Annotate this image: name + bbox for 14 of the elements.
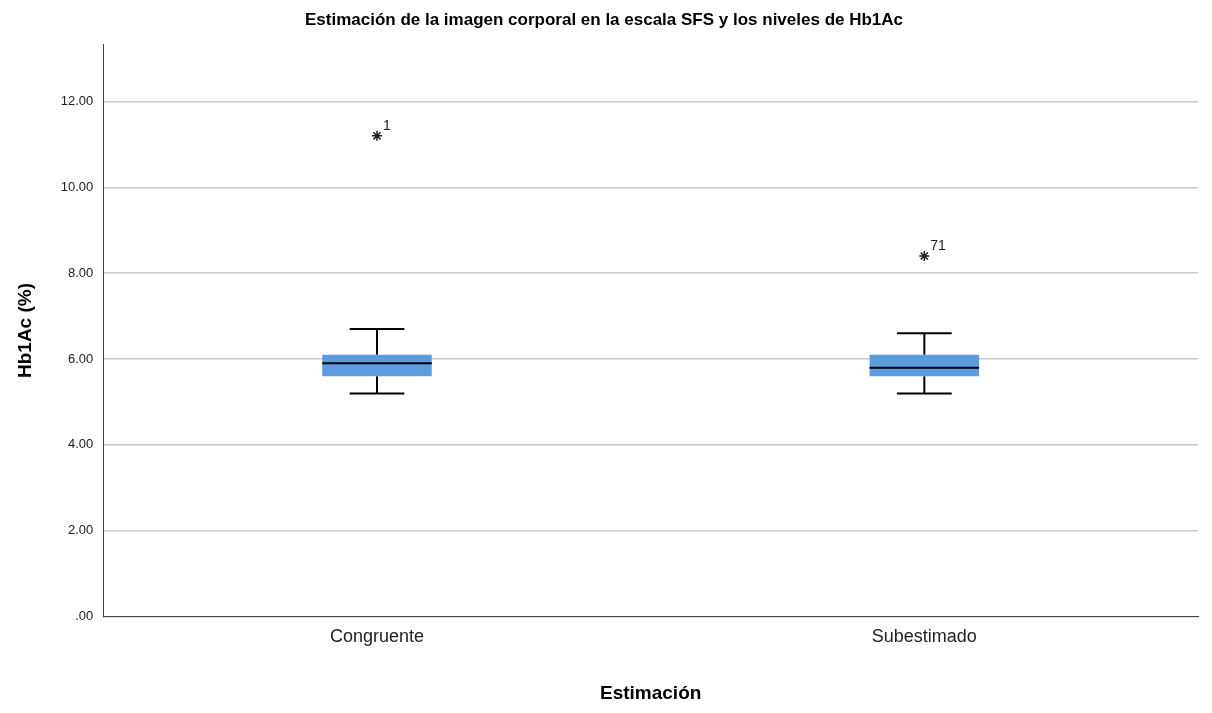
x-tick-label: Congruente bbox=[329, 626, 425, 647]
y-tick-label: 6.00 bbox=[68, 350, 94, 366]
y-axis-title: Hb1Ac (%) bbox=[13, 282, 35, 379]
chart-title: Estimación de la imagen corporal en la escala SFS y los niveles de Hb1Ac bbox=[304, 9, 904, 29]
y-tick-label: 10.00 bbox=[60, 178, 94, 194]
y-tick-label: .00 bbox=[75, 608, 94, 624]
y-tick-label: 12.00 bbox=[60, 93, 94, 109]
annotation: 71 bbox=[930, 236, 947, 253]
y-tick-label: 2.00 bbox=[68, 522, 94, 538]
x-tick-label: Subestimado bbox=[871, 626, 977, 647]
annotation: 1 bbox=[383, 116, 391, 133]
y-tick-label: 4.00 bbox=[68, 436, 94, 452]
y-tick-label: 8.00 bbox=[68, 264, 94, 280]
x-axis-title: Estimación bbox=[599, 681, 702, 703]
